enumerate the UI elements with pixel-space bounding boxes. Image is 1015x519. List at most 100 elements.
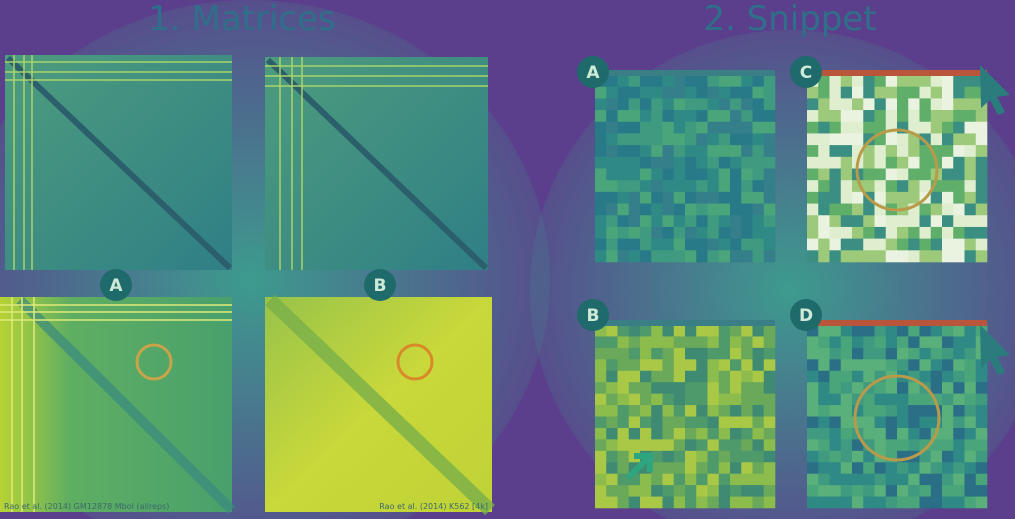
pixel [662, 215, 675, 228]
pixel [640, 416, 652, 429]
pixel [874, 393, 887, 406]
pixel [685, 75, 697, 87]
pixel [975, 393, 988, 406]
pixel [685, 325, 697, 337]
badge [577, 56, 609, 88]
pixel [964, 98, 977, 111]
pixel [763, 75, 776, 87]
pixel [852, 347, 864, 360]
pixel [718, 405, 731, 417]
pixel [908, 191, 920, 204]
snippet-panel: B [577, 299, 776, 509]
pixel [707, 133, 720, 146]
pixel [707, 168, 720, 181]
pixel [718, 325, 731, 337]
pixel [685, 203, 697, 216]
pixel [840, 439, 853, 452]
pixel [863, 156, 875, 169]
pixel [818, 450, 830, 463]
pixel [942, 325, 954, 337]
pixel [640, 473, 652, 486]
pixel [840, 393, 853, 406]
pixel [595, 450, 607, 463]
pixel [930, 473, 943, 486]
pixel [807, 393, 819, 406]
pixel [651, 450, 663, 463]
pixel [685, 382, 697, 394]
pixel [696, 250, 708, 263]
pixel [874, 226, 887, 239]
pixel [885, 496, 898, 509]
pixel [651, 393, 663, 406]
pixel [707, 110, 720, 123]
pixel [942, 226, 954, 239]
pixel [818, 325, 830, 337]
pixel [953, 427, 965, 440]
pixel [741, 370, 753, 383]
pixel [606, 250, 618, 263]
pixel [919, 450, 932, 463]
pixel [807, 98, 819, 111]
pixel [807, 191, 819, 204]
pixel [707, 226, 720, 239]
pixel [673, 98, 686, 111]
pixel [763, 450, 776, 463]
pixel [662, 359, 675, 372]
pixel [852, 382, 864, 394]
pixel [707, 405, 720, 417]
pixel [718, 145, 731, 158]
pixel [718, 86, 731, 99]
pixel [818, 473, 830, 486]
pixel [640, 238, 652, 251]
pixel [964, 86, 977, 99]
pixel [730, 191, 742, 204]
pixel [752, 393, 765, 406]
pixel [696, 215, 708, 228]
pixel [640, 359, 652, 372]
pixel [885, 405, 898, 417]
pixel [741, 347, 753, 360]
pixel [897, 238, 909, 251]
pixel [942, 370, 954, 383]
pixel [964, 226, 977, 239]
pixel [818, 203, 830, 216]
pixel [840, 215, 853, 228]
pixel [807, 450, 819, 463]
pixel [718, 226, 731, 239]
pixel [919, 156, 932, 169]
pixel [840, 203, 853, 216]
pixel [863, 405, 875, 417]
pixel [640, 462, 652, 474]
pixel [840, 75, 853, 87]
pixel [718, 439, 731, 452]
pixel [662, 427, 675, 440]
pixel [908, 382, 920, 394]
pixel [953, 359, 965, 372]
pixel [885, 86, 898, 99]
pixel [662, 405, 675, 417]
pixel [662, 382, 675, 394]
pixel [628, 121, 641, 134]
pixel [730, 405, 742, 417]
pixel [829, 496, 842, 509]
badge-label: B [587, 306, 600, 326]
pixel [685, 215, 697, 228]
pixel [763, 121, 776, 134]
pixel [718, 485, 731, 497]
pixel [673, 145, 686, 158]
pixel [685, 439, 697, 452]
pixel [919, 370, 932, 383]
pixel [953, 75, 965, 87]
pixel [617, 473, 630, 486]
pixel [897, 156, 909, 169]
pixel [651, 473, 663, 486]
pixel [840, 450, 853, 463]
badge-label: A [109, 276, 123, 296]
pixel [718, 382, 731, 394]
pixel [707, 336, 720, 349]
pixel [741, 496, 753, 509]
pixel [908, 133, 920, 146]
pixel [964, 180, 977, 193]
pixel [953, 450, 965, 463]
pixel [730, 485, 742, 497]
